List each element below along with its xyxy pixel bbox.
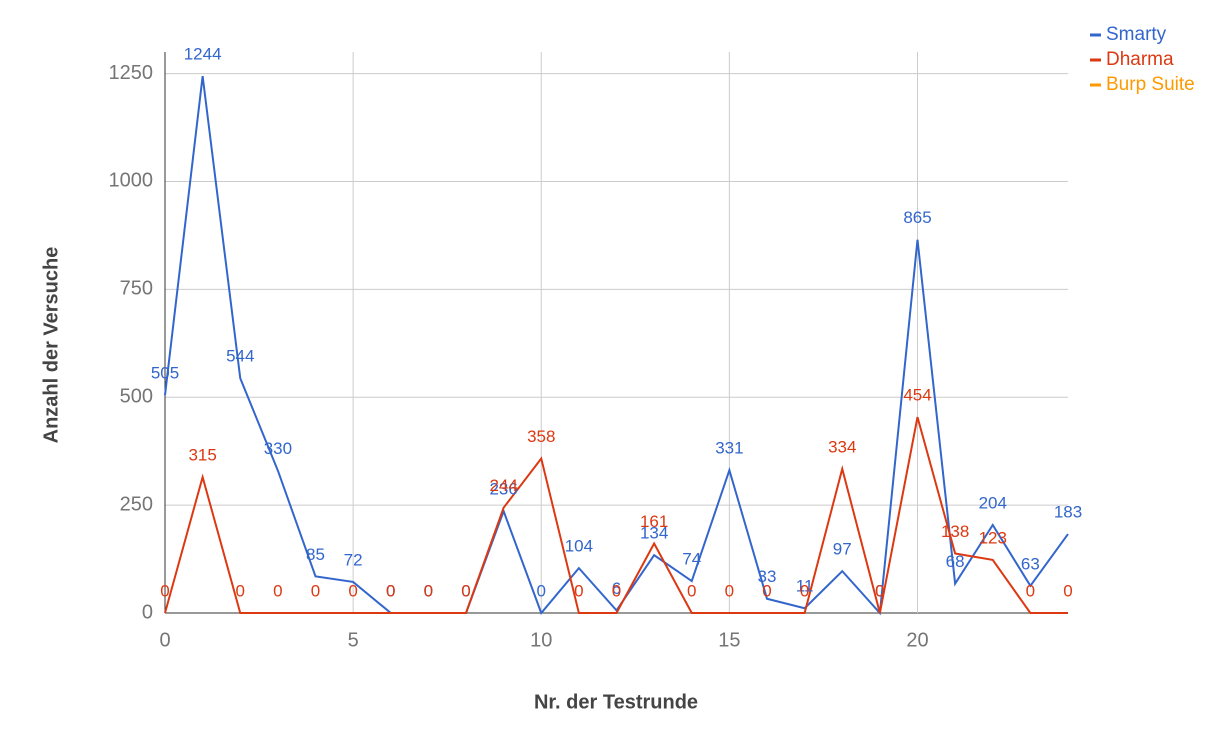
- data-label: 6: [612, 579, 621, 598]
- data-label: 0: [424, 581, 433, 600]
- y-tick-label: 250: [120, 493, 153, 515]
- data-label: 865: [903, 208, 931, 227]
- data-label: 0: [1063, 581, 1072, 600]
- data-label: 183: [1054, 503, 1082, 522]
- data-label: 0: [461, 581, 470, 600]
- data-label: 0: [386, 581, 395, 600]
- data-label: 0: [800, 581, 809, 600]
- data-label: 244: [489, 476, 517, 495]
- data-label: 11: [796, 577, 814, 596]
- data-label: 74: [682, 550, 701, 569]
- series-line: [164, 416, 1068, 614]
- legend-label: Burp Suite: [1106, 74, 1195, 95]
- legend-label: Dharma: [1106, 49, 1174, 70]
- data-label: 0: [348, 581, 357, 600]
- data-label: 134: [640, 524, 668, 543]
- data-label: 544: [226, 347, 254, 366]
- data-label: 123: [979, 528, 1007, 547]
- data-label: 0: [687, 581, 696, 600]
- series-line: [164, 76, 1069, 616]
- data-label: 138: [941, 522, 969, 541]
- x-tick-label: 10: [530, 629, 552, 651]
- data-label: 358: [527, 427, 555, 446]
- x-tick-label: 20: [906, 629, 928, 651]
- y-tick-label: 500: [120, 386, 153, 408]
- data-label: 0: [1026, 581, 1035, 600]
- data-label: 0: [725, 581, 734, 600]
- data-label: 0: [424, 581, 433, 600]
- data-label: 33: [758, 567, 777, 586]
- y-axis-title: Anzahl der Versuche: [40, 247, 62, 444]
- data-label: 236: [489, 480, 517, 499]
- data-label: 331: [715, 439, 743, 458]
- data-label: 204: [979, 493, 1007, 512]
- legend-label: Smarty: [1106, 24, 1167, 45]
- data-label: 0: [386, 581, 395, 600]
- data-label: 63: [1021, 554, 1040, 573]
- data-label: 72: [344, 550, 363, 569]
- x-tick-label: 0: [159, 629, 170, 651]
- data-label: 330: [264, 439, 292, 458]
- x-tick-label: 15: [718, 629, 740, 651]
- data-label: 0: [461, 581, 470, 600]
- data-label: 505: [151, 364, 179, 383]
- data-label: 161: [640, 512, 668, 531]
- data-label: 454: [903, 386, 931, 405]
- y-tick-label: 750: [120, 278, 153, 300]
- data-label: 0: [762, 581, 771, 600]
- x-axis-title: Nr. der Testrunde: [534, 691, 698, 713]
- data-label: 0: [612, 581, 621, 600]
- data-label: 0: [875, 581, 884, 600]
- data-label: 0: [236, 581, 245, 600]
- data-label: 0: [160, 581, 169, 600]
- data-label: 334: [828, 437, 856, 456]
- y-tick-label: 0: [142, 601, 153, 623]
- data-label: 0: [574, 581, 583, 600]
- data-label: 0: [537, 581, 546, 600]
- data-label: 104: [565, 537, 593, 556]
- data-label: 315: [188, 446, 216, 465]
- data-label: 0: [311, 581, 320, 600]
- data-label: 1244: [184, 45, 222, 64]
- data-label: 0: [875, 581, 884, 600]
- x-tick-label: 5: [348, 629, 359, 651]
- data-label: 0: [273, 581, 282, 600]
- data-label: 85: [306, 545, 325, 564]
- data-label: 68: [946, 552, 965, 571]
- y-tick-label: 1250: [109, 62, 154, 84]
- y-tick-label: 1000: [109, 170, 154, 192]
- data-label: 97: [833, 540, 852, 559]
